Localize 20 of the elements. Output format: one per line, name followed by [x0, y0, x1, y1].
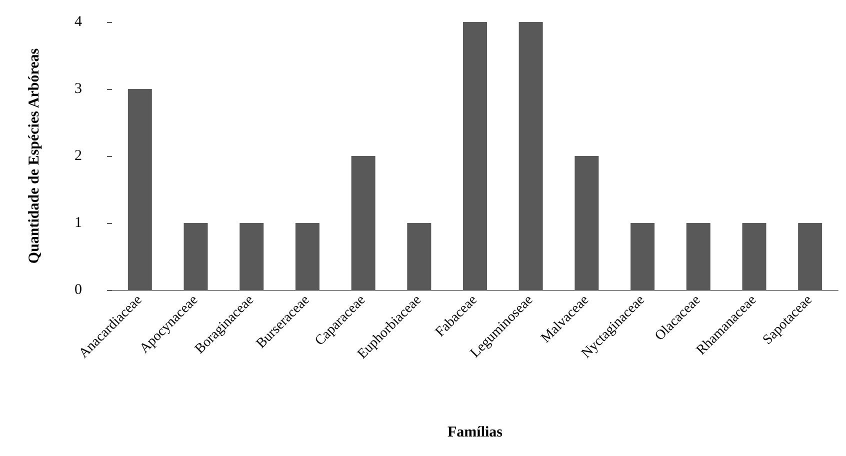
y-tick-label: 3	[74, 81, 82, 97]
bar	[351, 156, 376, 290]
bar	[184, 223, 208, 290]
bar	[240, 223, 264, 290]
bar	[463, 22, 487, 290]
y-tick-label: 1	[74, 215, 82, 231]
bar	[798, 223, 822, 290]
bar	[128, 89, 152, 290]
bar	[518, 22, 543, 290]
bar	[630, 223, 655, 290]
bar	[295, 223, 320, 290]
bar	[574, 156, 599, 290]
y-tick-label: 2	[74, 148, 82, 164]
x-axis-title: Famílias	[448, 424, 503, 440]
y-tick-label: 0	[74, 282, 82, 298]
bar	[742, 223, 766, 290]
bar	[407, 223, 432, 290]
bar	[686, 223, 710, 290]
y-tick-label: 4	[74, 14, 82, 30]
y-axis-title: Quantidade de Espécies Arbóreas	[26, 48, 42, 264]
